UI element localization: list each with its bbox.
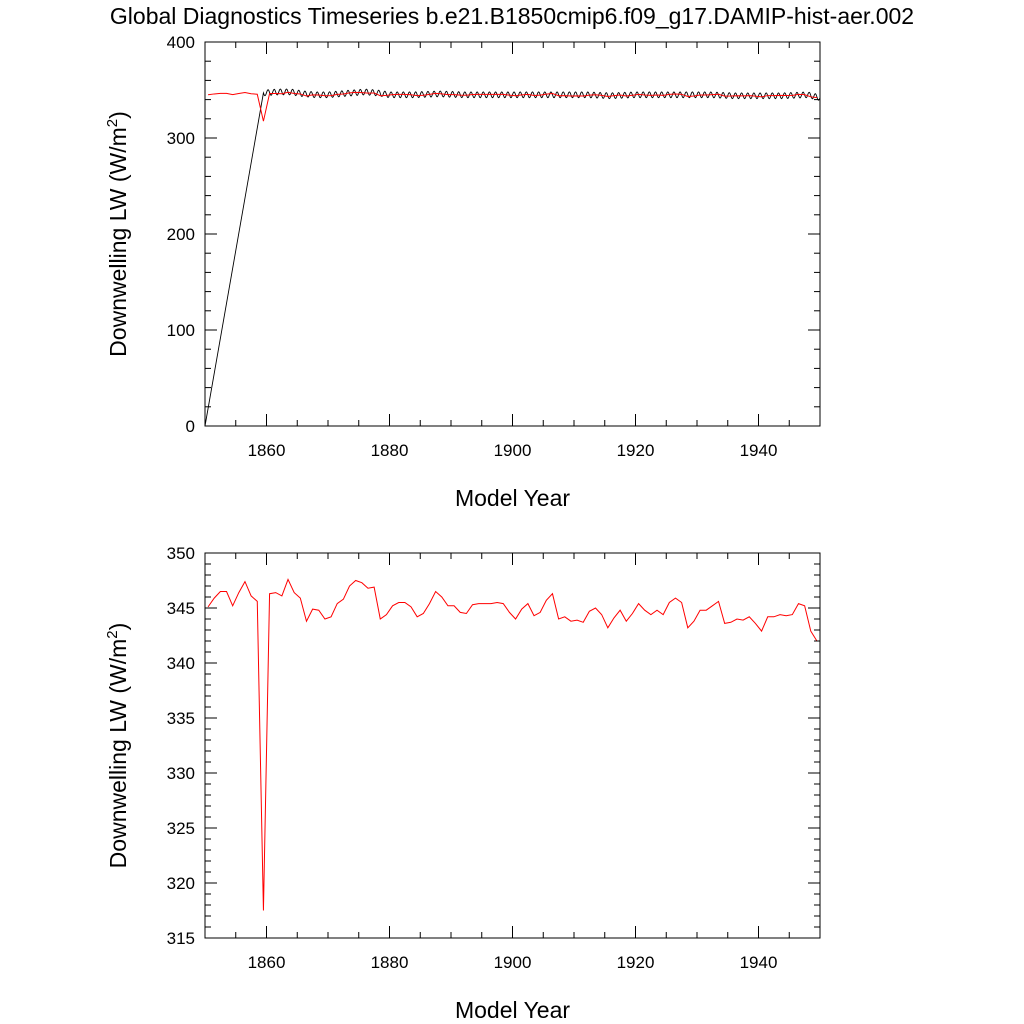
x-tick-label: 1940 [740, 953, 778, 972]
y-tick-label: 335 [167, 709, 195, 728]
y-tick-label: 300 [167, 129, 195, 148]
x-axis-label: Model Year [455, 997, 570, 1023]
panel-bottom: 1860 1880 1900 1920 1940 315 320 325 330 335 340 34… [104, 544, 821, 1023]
y-tick-label: 100 [167, 321, 195, 340]
series-annual-line [208, 91, 817, 122]
y-axis-label: Downwelling LW (W/m2) [104, 111, 131, 357]
x-axis-label: Model Year [455, 485, 570, 511]
plot-frame [204, 41, 821, 427]
x-tick-label: 1880 [371, 953, 409, 972]
y-tick-label: 400 [167, 33, 195, 52]
y-tick-label: 325 [167, 819, 195, 838]
x-tick-label: 1880 [371, 441, 409, 460]
y-tick-label: 350 [167, 544, 195, 563]
y-tick-label: 330 [167, 764, 195, 783]
figure-title: Global Diagnostics Timeseries b.e21.B185… [110, 3, 914, 29]
panel-top: 1860 1880 1900 1920 1940 0 100 200 300 400 Model Y… [104, 33, 821, 511]
x-tick-label: 1900 [494, 441, 532, 460]
x-tick-label: 1900 [494, 953, 532, 972]
x-tick-label: 1940 [740, 441, 778, 460]
x-tick-label: 1920 [617, 953, 655, 972]
series-monthly-line [205, 88, 820, 426]
y-tick-label: 345 [167, 599, 195, 618]
y-tick-label: 340 [167, 654, 195, 673]
y-tick-label: 200 [167, 225, 195, 244]
x-tick-label: 1920 [617, 441, 655, 460]
y-axis-label: Downwelling LW (W/m2) [104, 623, 131, 869]
y-tick-label: 320 [167, 874, 195, 893]
series-annual-line [207, 578, 818, 911]
plot-frame [204, 552, 821, 939]
y-tick-label: 0 [186, 417, 195, 436]
x-tick-label: 1860 [248, 441, 286, 460]
y-tick-label: 315 [167, 929, 195, 948]
x-tick-label: 1860 [248, 953, 286, 972]
